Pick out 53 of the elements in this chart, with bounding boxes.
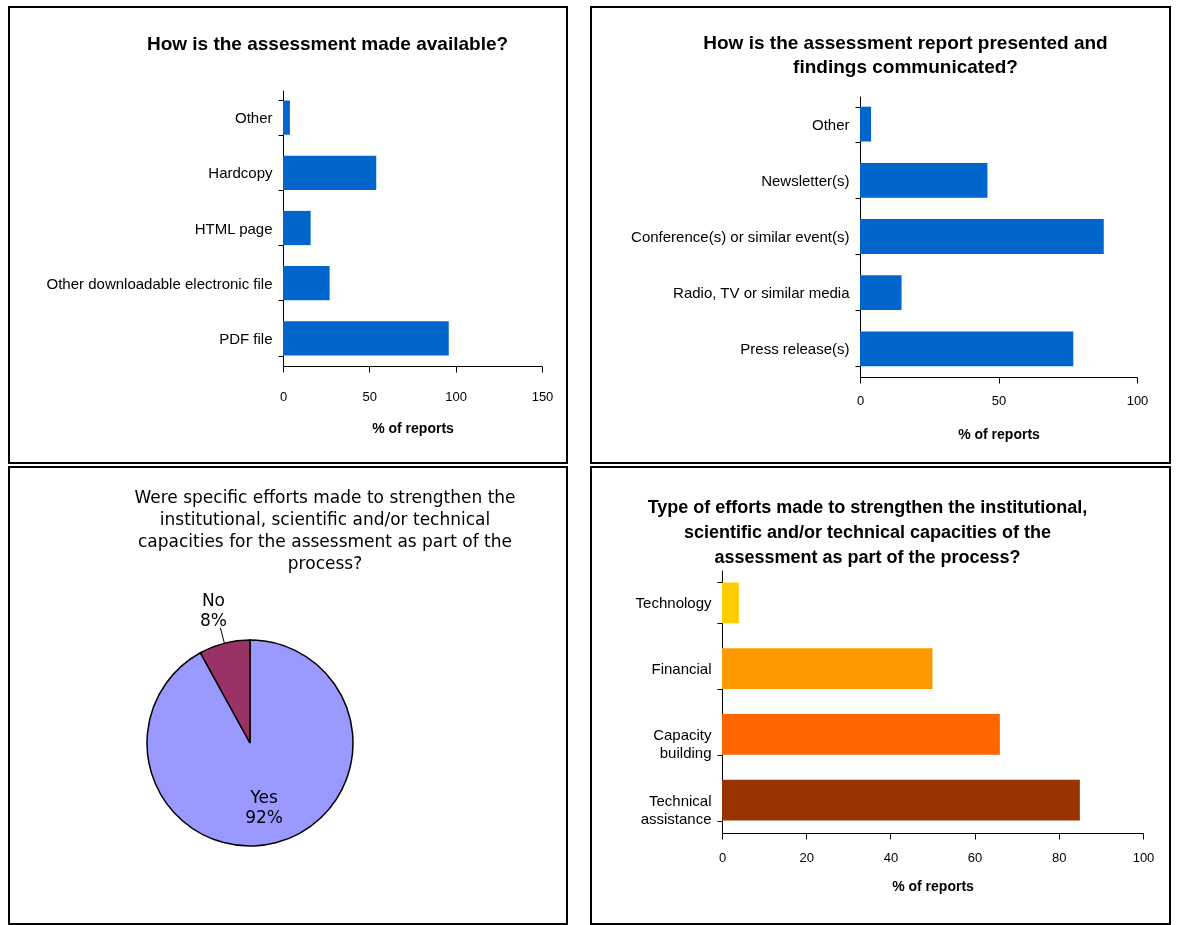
y-tick-label: Technology <box>635 594 712 612</box>
data-label: 92% <box>245 806 283 827</box>
chart-title: How is the assessment report presented and findings communicated? <box>703 32 1108 77</box>
y-tick-label: Other <box>811 115 850 133</box>
slice-label: No <box>201 589 226 610</box>
y-tick-label: Capacity building <box>653 725 712 761</box>
y-tick-label: Other <box>234 109 273 127</box>
x-tick-label: 80 <box>1052 849 1067 865</box>
x-tick-label: 100 <box>445 388 468 404</box>
bar <box>860 106 872 142</box>
x-tick-label: 50 <box>362 388 378 404</box>
y-tick-label: Press release(s) <box>740 340 850 358</box>
data-label: 8% <box>199 609 227 630</box>
y-tick-label: Other downloadable electronic file <box>46 274 273 292</box>
x-tick-label: 100 <box>1126 392 1149 408</box>
x-tick-label: 50 <box>991 392 1007 408</box>
x-axis-title: % of reports <box>892 877 975 894</box>
x-tick-label: 20 <box>799 849 814 865</box>
bar <box>722 582 739 624</box>
bar <box>283 321 449 356</box>
x-tick-label: 150 <box>531 388 554 404</box>
bar <box>283 210 311 246</box>
bar <box>860 162 988 198</box>
chart-title: Were specific efforts made to strengthen the institutional, scientific and/or technical capacities for the assessment as part of the process? <box>134 486 516 573</box>
bar <box>860 331 1074 367</box>
x-axis-title: % of reports <box>372 419 455 436</box>
y-tick-label: HTML page <box>194 219 273 237</box>
y-tick-label: PDF file <box>219 329 273 347</box>
bar <box>722 648 933 690</box>
y-tick-label: Hardcopy <box>208 164 273 182</box>
x-axis-title: % of reports <box>958 425 1041 442</box>
y-tick-label: Newsletter(s) <box>761 171 850 189</box>
y-tick-label: Financial <box>651 660 712 678</box>
chart-title: Type of efforts made to strengthen the institutional, scientific and/or technical capacities of the assessment as part of the process? <box>647 497 1088 567</box>
pie-slice <box>146 639 354 847</box>
bar <box>722 779 1080 821</box>
x-tick-label: 40 <box>883 849 899 865</box>
bar <box>283 155 377 190</box>
y-tick-label: Radio, TV or similar media <box>673 284 851 302</box>
x-tick-label: 60 <box>967 849 983 865</box>
y-tick-label: Conference(s) or similar event(s) <box>631 228 850 245</box>
y-tick-label: Technical assistance <box>640 791 712 827</box>
x-tick-label: 100 <box>1132 849 1155 865</box>
x-tick-label: 0 <box>279 388 288 404</box>
slice-label: Yes <box>249 786 278 807</box>
x-tick-label: 0 <box>856 392 865 408</box>
chart-title: How is the assessment made available? <box>146 33 509 54</box>
bar <box>860 275 902 311</box>
bar <box>283 266 330 301</box>
bar <box>283 100 290 135</box>
bar <box>860 219 1104 254</box>
x-tick-label: 0 <box>718 849 727 865</box>
bar <box>722 713 1000 755</box>
